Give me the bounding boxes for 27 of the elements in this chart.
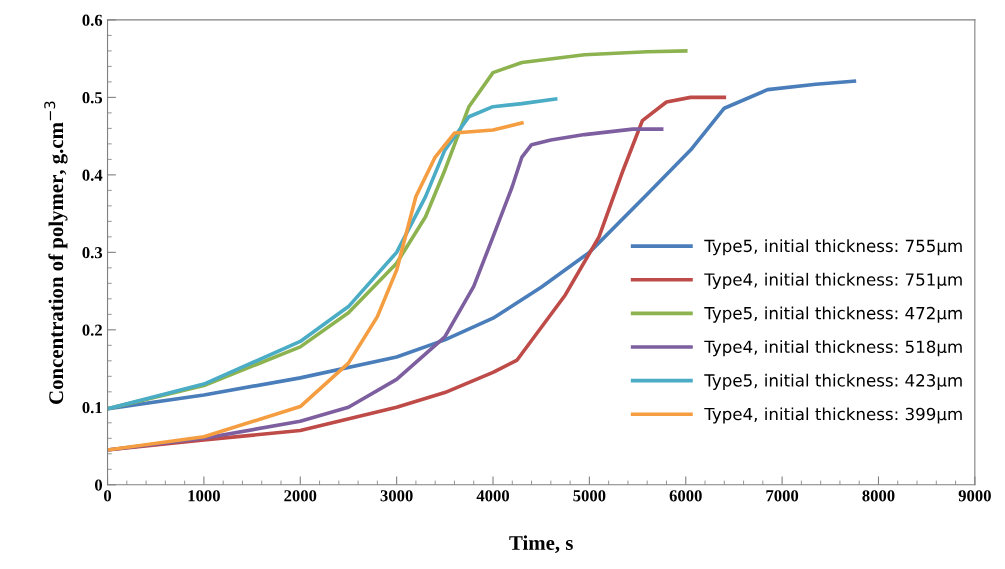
- y-tick-label: 0.5: [82, 92, 103, 104]
- y-tick-label: 0.2: [82, 324, 102, 336]
- x-tick-label: 6000: [669, 490, 702, 502]
- line-series: [107, 97, 558, 411]
- legend-label: Type4, initial thickness: 751μm: [704, 272, 962, 289]
- y-axis-title: Concentration of polymer, g.cm$^{−3}$: [44, 101, 68, 404]
- x-tick-label: 0: [104, 490, 112, 502]
- legend-label: Type4, initial thickness: 518μm: [704, 340, 962, 357]
- legend-label: Type5, initial thickness: 423μm: [704, 373, 962, 390]
- x-tick-label: 7000: [766, 490, 799, 502]
- x-tick-label: 8000: [862, 490, 895, 502]
- x-tick-label: 2000: [284, 490, 317, 502]
- x-tick-label: 1000: [188, 490, 220, 502]
- x-tick-label: 4000: [476, 490, 510, 502]
- y-tick-label: 0.3: [82, 247, 103, 259]
- y-tick-label: 0: [94, 479, 103, 491]
- line-series: [107, 121, 524, 452]
- y-tick-label: 0.1: [82, 402, 102, 414]
- x-tick-label: 9000: [958, 490, 991, 502]
- x-tick-label: 5000: [573, 490, 606, 502]
- legend-label: Type4, initial thickness: 399μm: [704, 407, 962, 424]
- legend-label: Type5, initial thickness: 472μm: [704, 306, 962, 323]
- y-tick-label: 0.6: [82, 14, 103, 26]
- legend-label: Type5, initial thickness: 755μm: [704, 239, 962, 256]
- x-tick-label: 3000: [380, 490, 413, 502]
- x-axis-title: Time, s: [509, 535, 573, 553]
- y-tick-label: 0.4: [82, 169, 103, 181]
